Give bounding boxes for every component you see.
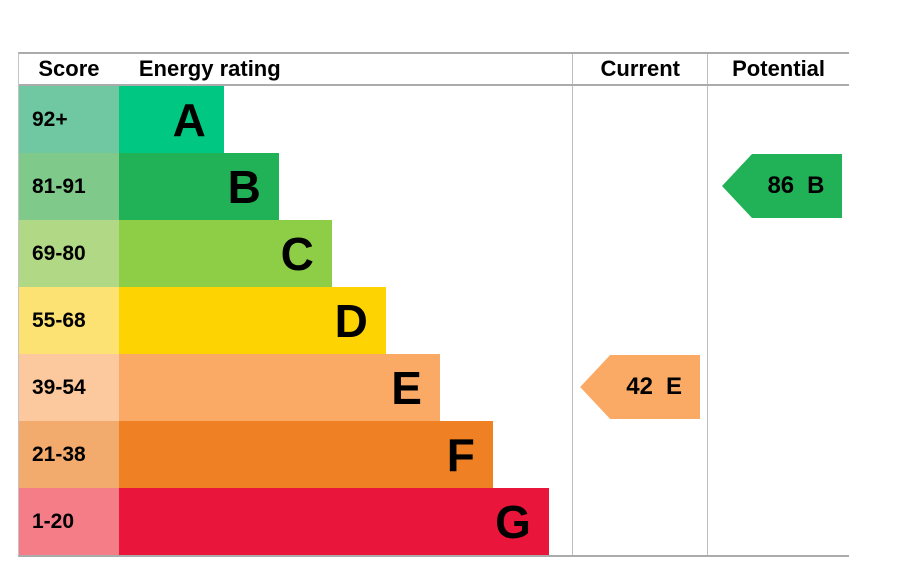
current-rating-arrow: 42 E bbox=[580, 355, 701, 419]
energy-band-cell: A bbox=[118, 86, 572, 153]
band-bar-f: F bbox=[118, 421, 493, 488]
band-letter: C bbox=[280, 227, 314, 280]
score-header: Score bbox=[38, 56, 100, 81]
current-band: E bbox=[666, 373, 683, 400]
energy-band-cell: D bbox=[118, 287, 572, 354]
potential-header: Potential bbox=[707, 54, 849, 84]
band-bar-g: G bbox=[118, 488, 549, 555]
score-range-label: 81-91 bbox=[32, 174, 86, 198]
band-row-a: 92+ A bbox=[19, 86, 849, 153]
score-range-cell: 1-20 bbox=[19, 488, 119, 555]
score-range-label: 21-38 bbox=[32, 442, 86, 466]
current-score: 42 bbox=[626, 373, 653, 400]
current-cell bbox=[572, 86, 707, 153]
band-row-g: 1-20 G bbox=[19, 488, 849, 555]
potential-cell bbox=[707, 421, 849, 488]
band-row-f: 21-38 F bbox=[19, 421, 849, 488]
potential-cell bbox=[707, 287, 849, 354]
energy-band-cell: B bbox=[118, 153, 572, 220]
energy-band-cell: G bbox=[118, 488, 572, 555]
current-cell bbox=[572, 153, 707, 220]
score-range-label: 69-80 bbox=[32, 241, 86, 265]
table-header-row: Score Energy rating Current Potential bbox=[19, 54, 849, 86]
potential-band: B bbox=[807, 172, 825, 199]
band-row-b: 81-91 B 86 B bbox=[19, 153, 849, 220]
band-letter: A bbox=[172, 93, 206, 146]
band-letter: G bbox=[495, 495, 531, 548]
potential-cell: 86 B bbox=[707, 153, 849, 220]
potential-cell bbox=[707, 354, 849, 421]
band-row-c: 69-80 C bbox=[19, 220, 849, 287]
current-cell bbox=[572, 220, 707, 287]
energy-band-cell: C bbox=[118, 220, 572, 287]
current-header: Current bbox=[572, 54, 707, 84]
band-bar-a: A bbox=[118, 86, 224, 153]
current-cell bbox=[572, 287, 707, 354]
score-range-label: 92+ bbox=[32, 107, 68, 131]
potential-score: 86 bbox=[767, 172, 795, 199]
potential-rating-arrow: 86 B bbox=[721, 154, 842, 218]
epc-rating-table: Score Energy rating Current Potential 92… bbox=[18, 52, 849, 557]
band-letter: F bbox=[446, 428, 475, 481]
current-cell: 42 E bbox=[572, 354, 707, 421]
band-letter: E bbox=[391, 361, 422, 414]
score-range-label: 39-54 bbox=[32, 375, 86, 399]
band-letter: B bbox=[227, 160, 261, 213]
band-bar-d: D bbox=[118, 287, 386, 354]
potential-cell bbox=[707, 220, 849, 287]
score-range-cell: 55-68 bbox=[19, 287, 119, 354]
score-range-cell: 81-91 bbox=[19, 153, 119, 220]
current-cell bbox=[572, 488, 707, 555]
score-range-label: 55-68 bbox=[32, 308, 86, 332]
score-range-label: 1-20 bbox=[32, 509, 75, 533]
score-range-cell: 92+ bbox=[19, 86, 119, 153]
band-bar-c: C bbox=[118, 220, 332, 287]
band-row-e: 39-54 E 42 E bbox=[19, 354, 849, 421]
score-range-cell: 21-38 bbox=[19, 421, 119, 488]
band-row-d: 55-68 D bbox=[19, 287, 849, 354]
score-range-cell: 39-54 bbox=[19, 354, 119, 421]
score-range-cell: 69-80 bbox=[19, 220, 119, 287]
band-bar-e: E bbox=[118, 354, 440, 421]
band-bar-b: B bbox=[118, 153, 279, 220]
potential-cell bbox=[707, 86, 849, 153]
energy-rating-header: Energy rating bbox=[138, 56, 281, 81]
energy-band-cell: E bbox=[118, 354, 572, 421]
band-letter: D bbox=[334, 294, 368, 347]
energy-band-cell: F bbox=[118, 421, 572, 488]
current-cell bbox=[572, 421, 707, 488]
potential-cell bbox=[707, 488, 849, 555]
